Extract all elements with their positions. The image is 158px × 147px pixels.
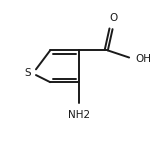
Text: O: O [109, 13, 118, 23]
Text: S: S [25, 69, 31, 78]
Text: OH: OH [135, 54, 151, 64]
Text: NH2: NH2 [68, 110, 90, 120]
